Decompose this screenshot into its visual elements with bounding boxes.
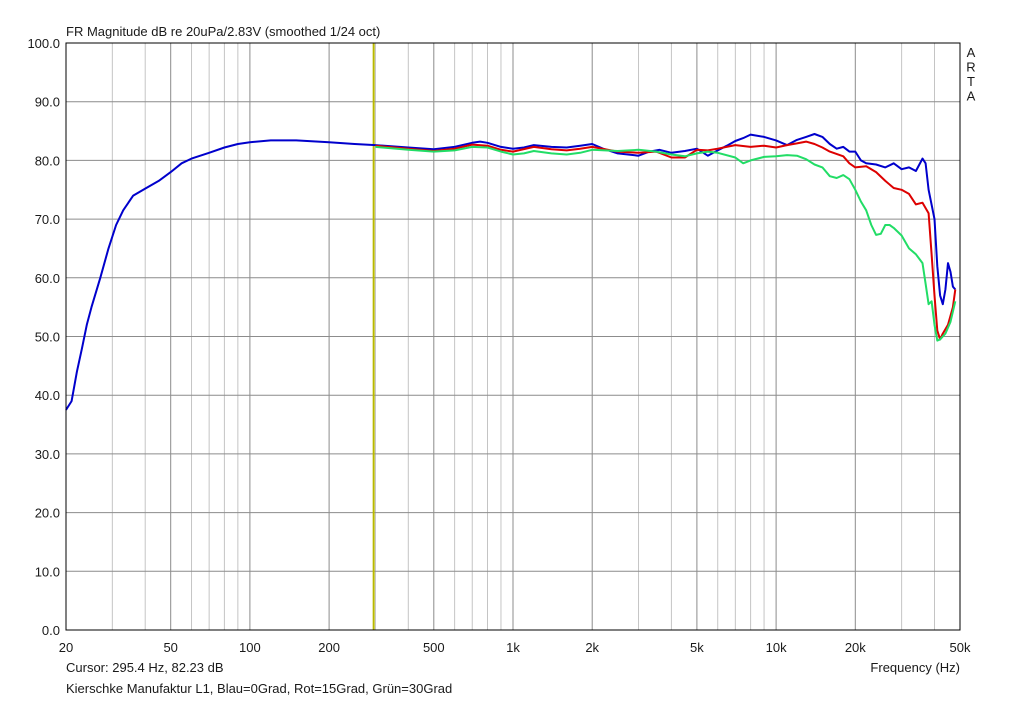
x-tick-label: 50k [950, 640, 971, 655]
y-tick-label: 10.0 [35, 564, 60, 579]
y-tick-label: 50.0 [35, 330, 60, 345]
y-tick-label: 80.0 [35, 153, 60, 168]
watermark-letter: T [967, 74, 975, 89]
y-tick-label: 20.0 [35, 506, 60, 521]
y-tick-label: 40.0 [35, 388, 60, 403]
series-line-1 [375, 140, 957, 341]
y-tick-label: 90.0 [35, 95, 60, 110]
x-tick-label: 500 [423, 640, 445, 655]
x-tick-label: 2k [585, 640, 599, 655]
x-tick-label: 200 [318, 640, 340, 655]
x-axis-label: Frequency (Hz) [870, 660, 960, 675]
chart-title: FR Magnitude dB re 20uPa/2.83V (smoothed… [66, 24, 380, 39]
watermark-letter: A [967, 45, 976, 60]
x-tick-label: 20k [845, 640, 866, 655]
x-tick-label: 50 [163, 640, 177, 655]
x-tick-label: 100 [239, 640, 261, 655]
x-tick-labels: 20 50 100 200 500 1k 2k 5k 10k 20k 50k [59, 640, 971, 655]
x-tick-label: 5k [690, 640, 704, 655]
plot-frame [65, 42, 961, 631]
watermark-letter: A [967, 89, 976, 104]
x-tick-label: 1k [506, 640, 520, 655]
y-tick-label: 30.0 [35, 447, 60, 462]
series-layer [65, 133, 957, 411]
x-tick-label: 10k [766, 640, 787, 655]
y-tick-label: 0.0 [42, 623, 60, 638]
watermark-letter: R [966, 60, 975, 75]
y-tick-label: 60.0 [35, 271, 60, 286]
y-tick-label: 70.0 [35, 212, 60, 227]
grid [65, 43, 961, 630]
measurement-description: Kierschke Manufaktur L1, Blau=0Grad, Rot… [66, 681, 452, 696]
series-line-2 [375, 145, 957, 342]
cursor-readout: Cursor: 295.4 Hz, 82.23 dB [66, 660, 224, 675]
x-tick-label: 20 [59, 640, 73, 655]
y-tick-label: 100.0 [27, 36, 60, 51]
y-tick-labels: 0.0 10.0 20.0 30.0 40.0 50.0 60.0 70.0 80.0 90.0 1… [27, 36, 60, 638]
